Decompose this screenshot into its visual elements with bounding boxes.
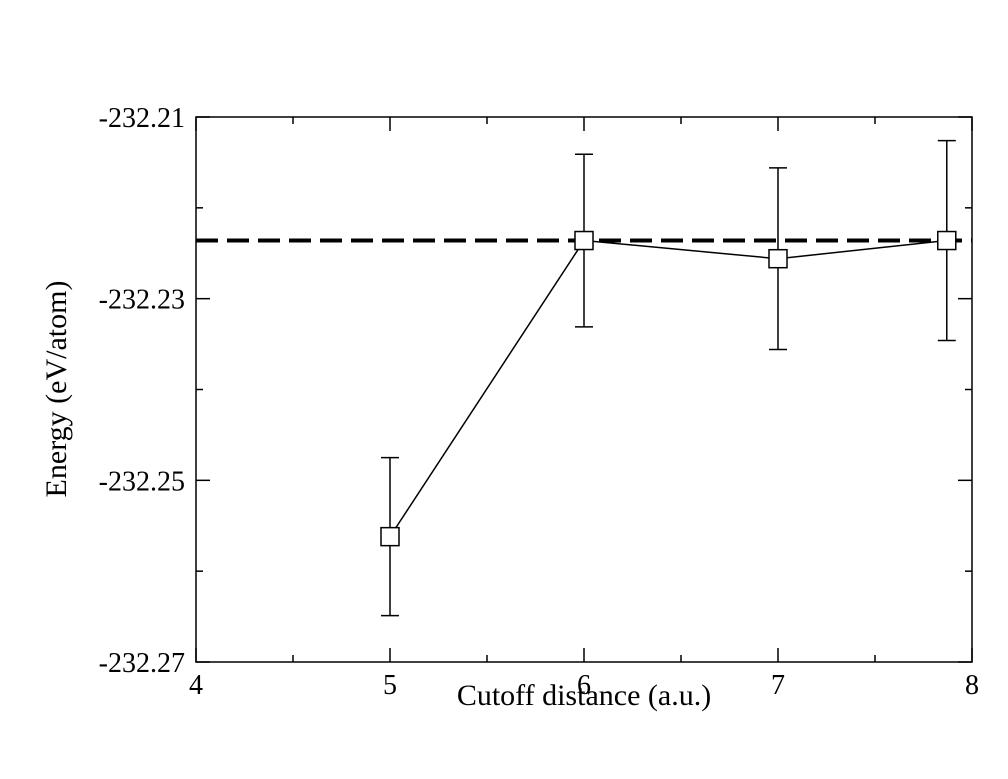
y-axis-label: Energy (eV/atom)	[40, 281, 73, 498]
x-tick-label: 6	[577, 670, 591, 701]
x-tick-label: 5	[383, 670, 397, 701]
data-point-square	[937, 230, 957, 251]
axis-ticks	[195, 116, 973, 663]
y-tick-label: -232.27	[99, 648, 185, 679]
y-tick-label: -232.21	[99, 103, 185, 134]
data-point-square	[574, 230, 594, 251]
x-tick-label: 7	[771, 670, 785, 701]
x-axis-label: Cutoff distance (a.u.)	[457, 679, 711, 712]
y-tick-label: -232.23	[99, 285, 185, 316]
series-line	[389, 239, 947, 538]
data-point-square	[768, 248, 788, 269]
x-tick-label: 4	[189, 670, 203, 701]
data-point-square	[380, 526, 400, 547]
tick-labels: 4 5 6 7 8 -232.27 -232.25 -232.23 -232.21	[99, 103, 979, 701]
y-tick-label: -232.25	[99, 466, 185, 497]
plot-content	[196, 139, 972, 617]
x-tick-label: 8	[965, 670, 979, 701]
